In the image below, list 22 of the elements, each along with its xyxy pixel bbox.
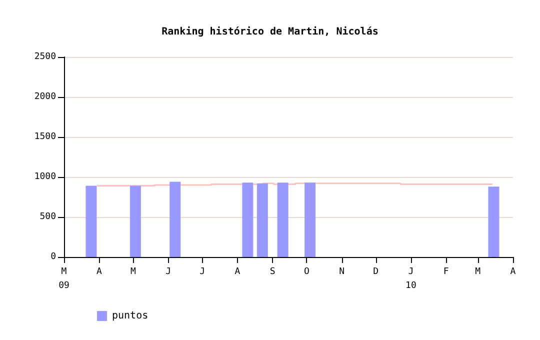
y-tick-label: 2000 (34, 92, 56, 102)
legend-label: puntos (112, 310, 148, 322)
x-tick-label: A (234, 267, 241, 277)
x-tick-label: O (304, 267, 310, 277)
x-tick-label: F (443, 267, 449, 277)
x-tick-label: D (373, 267, 379, 277)
x-tick-label: S (270, 267, 276, 277)
y-tick-label: 1500 (34, 132, 56, 142)
x-tick-label: M (130, 267, 136, 277)
y-tick-label: 500 (40, 212, 56, 222)
x-tick-label: A (510, 267, 516, 277)
y-tick-label: 1000 (34, 172, 56, 182)
y-tick-label: 0 (50, 252, 56, 262)
x-tick-label: J (166, 267, 172, 277)
x-tick-label: J (200, 267, 206, 277)
x-tick-label: N (339, 267, 344, 277)
x-tick-label: J 10 (406, 267, 416, 291)
x-tick-label: A (96, 267, 102, 277)
x-tick-label: M (475, 267, 482, 277)
chart-title: Ranking histórico de Martin, Nicolás (162, 26, 378, 38)
x-tick-label: M 09 (58, 267, 70, 291)
y-tick-label: 2500 (34, 52, 56, 62)
